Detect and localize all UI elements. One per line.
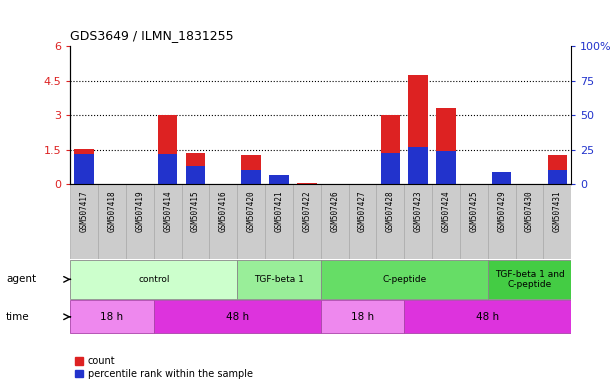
Bar (321, 184, 349, 259)
Bar (547, 155, 567, 184)
Bar (241, 155, 261, 184)
Bar (297, 183, 316, 184)
Bar (154, 300, 321, 333)
Bar (98, 184, 126, 259)
Text: GSM507415: GSM507415 (191, 190, 200, 232)
Text: GSM507426: GSM507426 (330, 190, 339, 232)
Bar (436, 108, 456, 184)
Text: GSM507425: GSM507425 (469, 190, 478, 232)
Text: GSM507422: GSM507422 (302, 190, 312, 232)
Text: GSM507431: GSM507431 (553, 190, 562, 232)
Bar (75, 154, 94, 184)
Bar (237, 260, 321, 299)
Text: GSM507424: GSM507424 (442, 190, 450, 232)
Text: 18 h: 18 h (100, 312, 123, 322)
Bar (181, 184, 210, 259)
Text: GSM507430: GSM507430 (525, 190, 534, 232)
Text: control: control (138, 275, 169, 284)
Text: 48 h: 48 h (225, 312, 249, 322)
Bar (376, 184, 404, 259)
Text: 18 h: 18 h (351, 312, 374, 322)
Bar (516, 184, 543, 259)
Bar (492, 172, 511, 184)
Text: 48 h: 48 h (476, 312, 499, 322)
Bar (186, 153, 205, 184)
Text: TGF-beta 1: TGF-beta 1 (254, 275, 304, 284)
Text: agent: agent (6, 274, 36, 285)
Text: GSM507418: GSM507418 (108, 190, 117, 232)
Text: C-peptide: C-peptide (382, 275, 426, 284)
Text: GSM507414: GSM507414 (163, 190, 172, 232)
Bar (237, 184, 265, 259)
Bar (460, 184, 488, 259)
Bar (547, 170, 567, 184)
Bar (265, 184, 293, 259)
Bar (404, 300, 571, 333)
Bar (543, 184, 571, 259)
Bar (432, 184, 460, 259)
Bar (126, 184, 154, 259)
Bar (381, 152, 400, 184)
Bar (381, 115, 400, 184)
Bar (186, 166, 205, 184)
Bar (436, 151, 456, 184)
Text: TGF-beta 1 and
C-peptide: TGF-beta 1 and C-peptide (495, 270, 565, 289)
Bar (210, 184, 237, 259)
Legend: count, percentile rank within the sample: count, percentile rank within the sample (75, 356, 253, 379)
Bar (404, 184, 432, 259)
Text: GSM507416: GSM507416 (219, 190, 228, 232)
Text: GSM507419: GSM507419 (136, 190, 144, 232)
Text: time: time (6, 312, 30, 322)
Text: GSM507428: GSM507428 (386, 190, 395, 232)
Bar (158, 115, 177, 184)
Bar (409, 147, 428, 184)
Text: GSM507417: GSM507417 (79, 190, 89, 232)
Bar (70, 184, 98, 259)
Text: GSM507420: GSM507420 (247, 190, 255, 232)
Text: GDS3649 / ILMN_1831255: GDS3649 / ILMN_1831255 (70, 29, 234, 42)
Bar (241, 170, 261, 184)
Bar (293, 184, 321, 259)
Text: GSM507427: GSM507427 (358, 190, 367, 232)
Bar (269, 175, 289, 184)
Bar (409, 75, 428, 184)
Bar (70, 260, 237, 299)
Bar (70, 300, 154, 333)
Bar (158, 154, 177, 184)
Text: GSM507429: GSM507429 (497, 190, 506, 232)
Bar (321, 300, 404, 333)
Bar (349, 184, 376, 259)
Bar (154, 184, 181, 259)
Bar (488, 184, 516, 259)
Bar (75, 149, 94, 184)
Bar (321, 260, 488, 299)
Bar (488, 260, 571, 299)
Text: GSM507421: GSM507421 (274, 190, 284, 232)
Text: GSM507423: GSM507423 (414, 190, 423, 232)
